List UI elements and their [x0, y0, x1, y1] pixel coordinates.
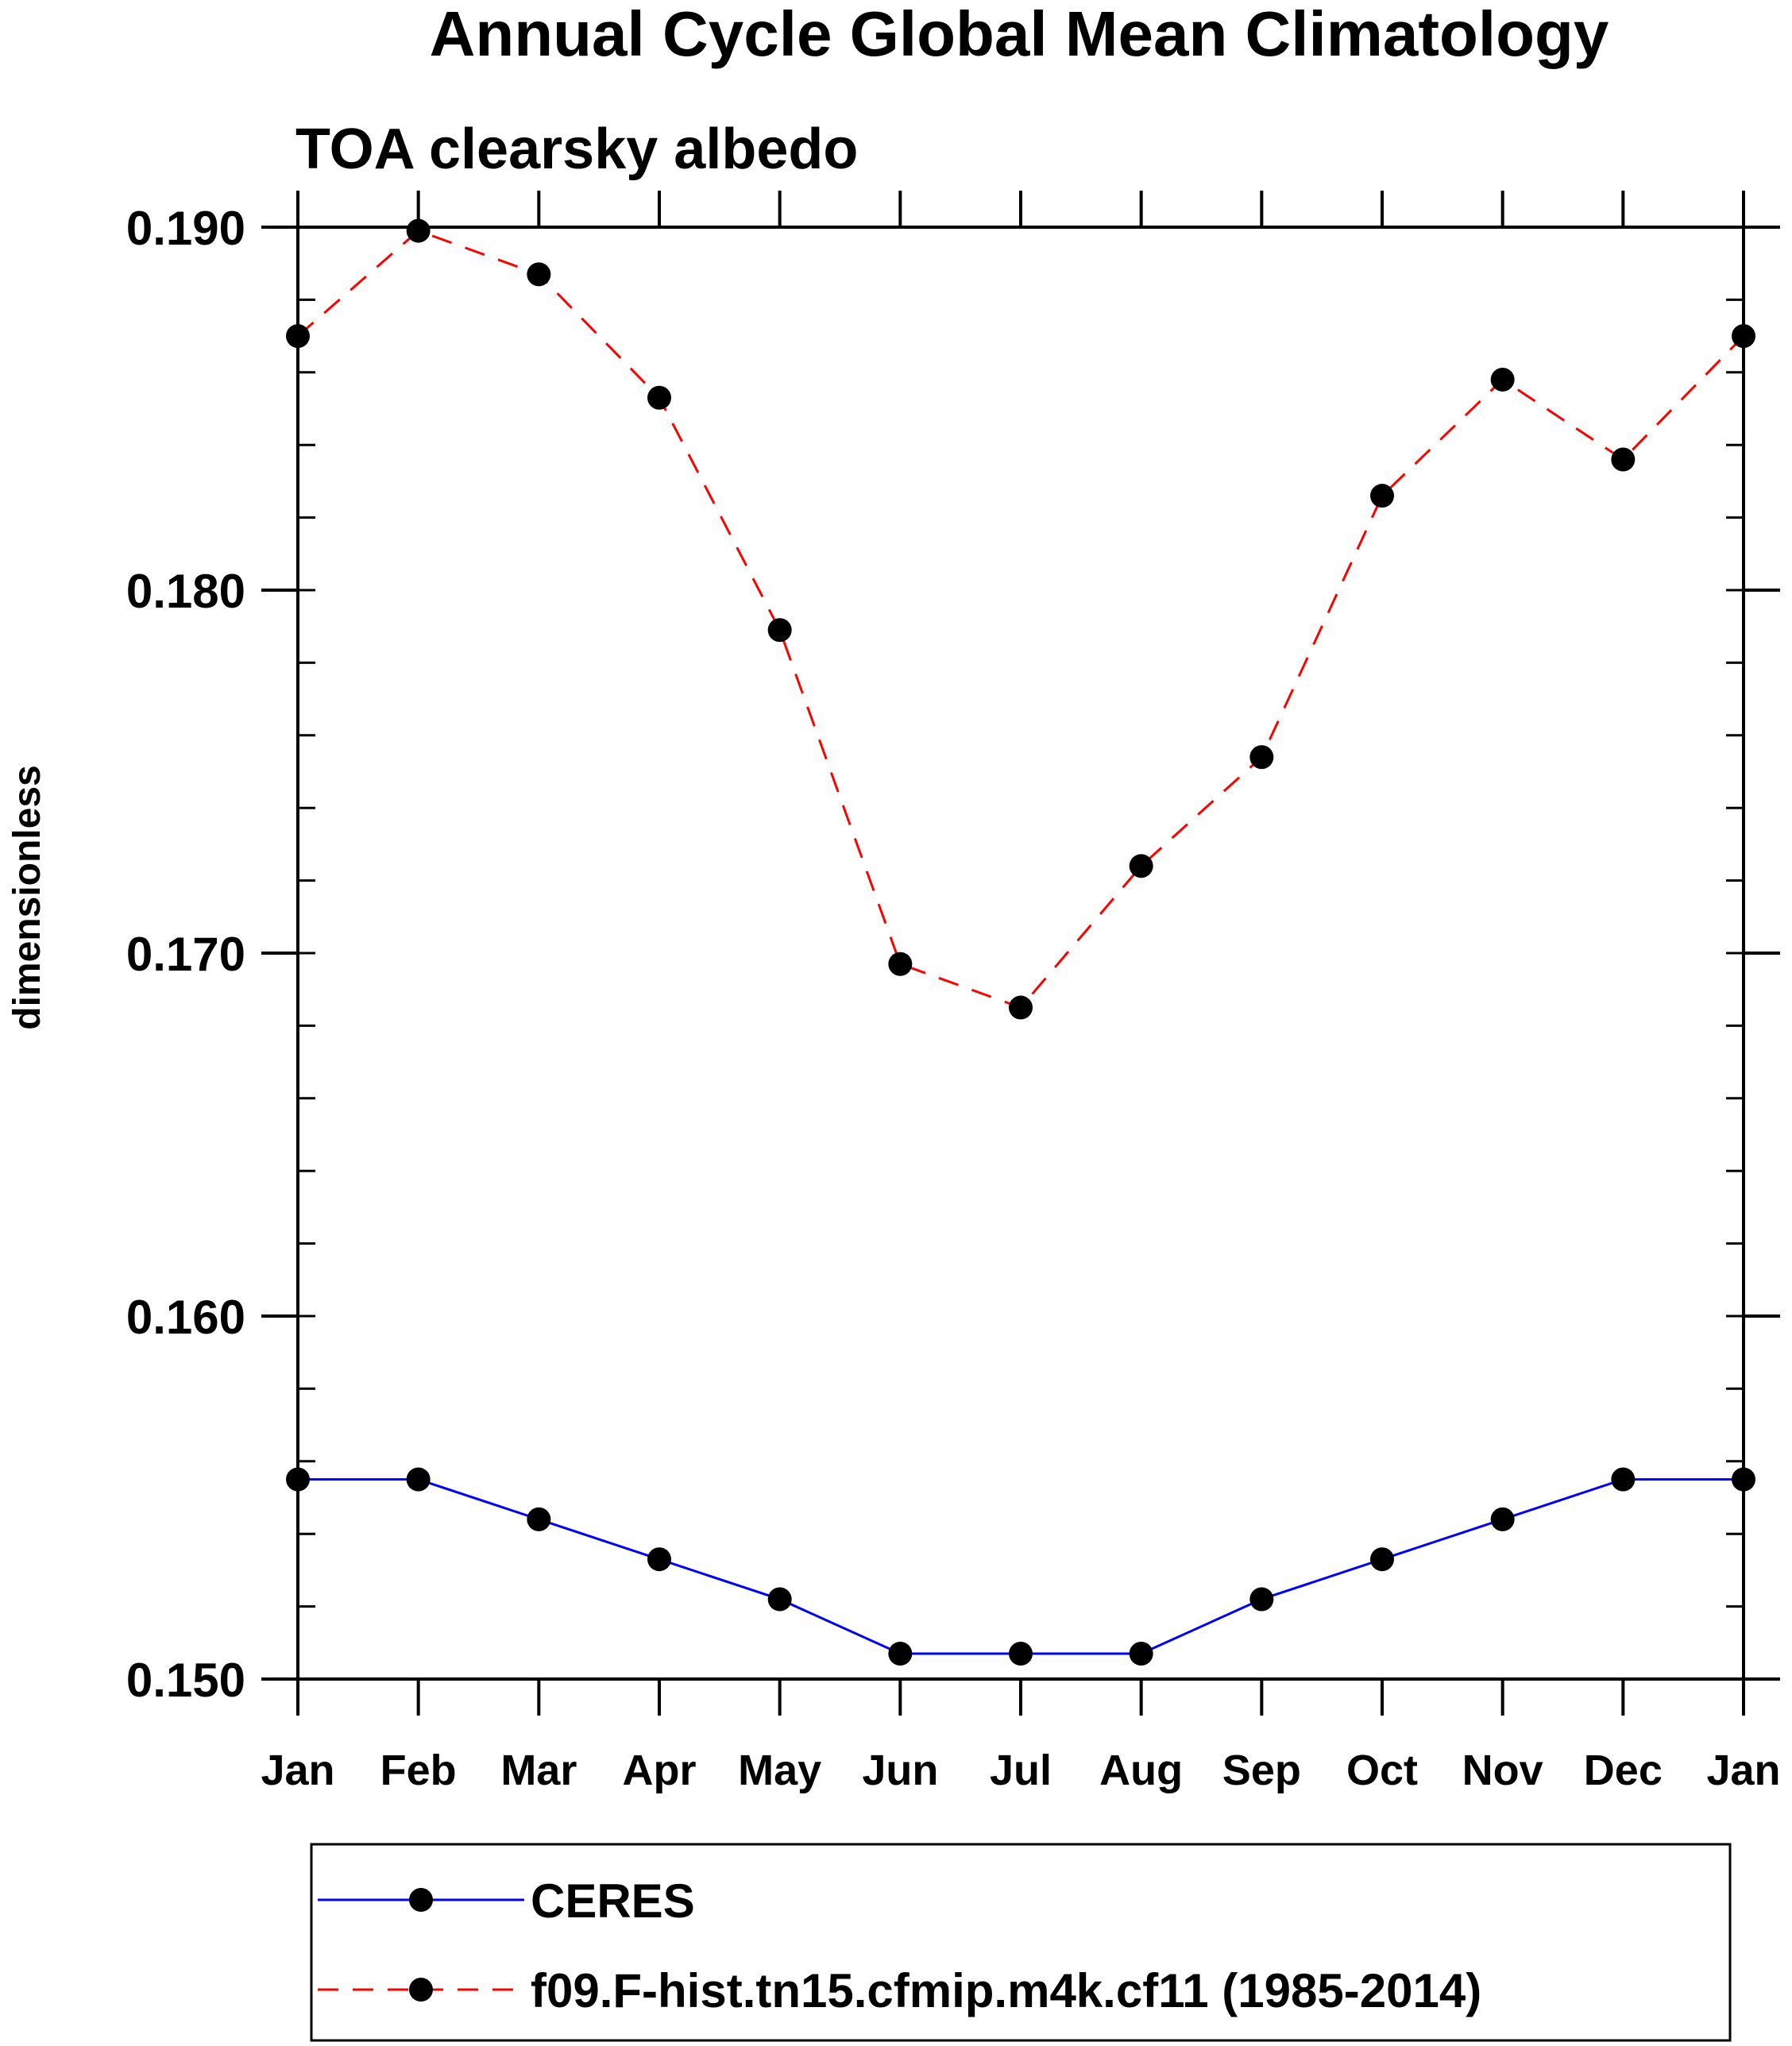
x-tick-label: Sep [1222, 1747, 1301, 1794]
data-point [888, 952, 913, 976]
chart-subtitle: TOA clearsky albedo [295, 118, 858, 181]
y-tick-label: 0.180 [126, 565, 245, 618]
data-point [527, 1507, 551, 1531]
legend-box [310, 1843, 1732, 2042]
data-point [1611, 447, 1636, 472]
series-line [297, 229, 1745, 1009]
data-point [1009, 995, 1033, 1020]
data-point [1249, 745, 1274, 770]
data-point [767, 618, 792, 643]
x-tick-label: Aug [1099, 1747, 1183, 1794]
legend-ceres-marker [409, 1888, 433, 1912]
data-point [1249, 1587, 1274, 1612]
x-tick-label: Feb [380, 1747, 457, 1794]
data-point [406, 1467, 431, 1492]
data-point [527, 262, 551, 287]
x-tick-label: Jan [1706, 1747, 1780, 1794]
y-axis-label: dimensionless [6, 765, 48, 1029]
y-tick-label: 0.160 [126, 1291, 245, 1344]
data-point [406, 218, 431, 243]
plot-frame [296, 226, 1745, 1681]
legend-model-marker [409, 1978, 433, 2002]
y-tick-labels: 0.150 0.160 0.170 0.180 0.190 [126, 202, 245, 1707]
plot-series [286, 218, 1755, 1666]
data-point [1490, 1507, 1515, 1531]
data-point [1370, 484, 1394, 508]
data-point [647, 385, 671, 410]
legend-model-label: f09.F-hist.tn15.cfmip.m4k.cf11 (1985-201… [531, 1964, 1481, 2017]
data-point [888, 1642, 913, 1666]
chart-title: Annual Cycle Global Mean Climatology [430, 0, 1609, 69]
x-tick-label: Mar [500, 1747, 577, 1794]
series-ceres [286, 1467, 1755, 1666]
legend: CERES f09.F-hist.tn15.cfmip.m4k.cf11 (19… [310, 1843, 1732, 2042]
data-point [1129, 854, 1153, 878]
legend-ceres-label: CERES [531, 1874, 695, 1928]
y-tick-label: 0.170 [126, 928, 245, 981]
data-point [1370, 1547, 1394, 1572]
data-point [647, 1547, 671, 1572]
x-tick-labels: Jan Feb Mar Apr May Jun Jul Aug Sep Oct Nov Dec Jan [261, 1747, 1780, 1794]
y-tick-label: 0.190 [126, 202, 245, 255]
x-tick-label: Oct [1346, 1747, 1418, 1794]
x-tick-label: Jul [990, 1747, 1052, 1794]
series-line [298, 1478, 1744, 1655]
x-tick-label: May [738, 1747, 821, 1794]
data-point [1009, 1642, 1033, 1666]
x-tick-label: Jan [261, 1747, 334, 1794]
y-tick-label: 0.150 [126, 1654, 245, 1707]
data-point [1611, 1467, 1636, 1492]
series-model [286, 218, 1755, 1020]
data-point [767, 1587, 792, 1612]
x-tick-label: Jun [862, 1747, 938, 1794]
data-point [1490, 367, 1515, 392]
x-tick-label: Apr [623, 1747, 697, 1794]
axis-ticks [261, 191, 1780, 1716]
x-tick-label: Dec [1584, 1747, 1663, 1794]
x-tick-label: Nov [1462, 1747, 1543, 1794]
data-point [1129, 1642, 1153, 1666]
